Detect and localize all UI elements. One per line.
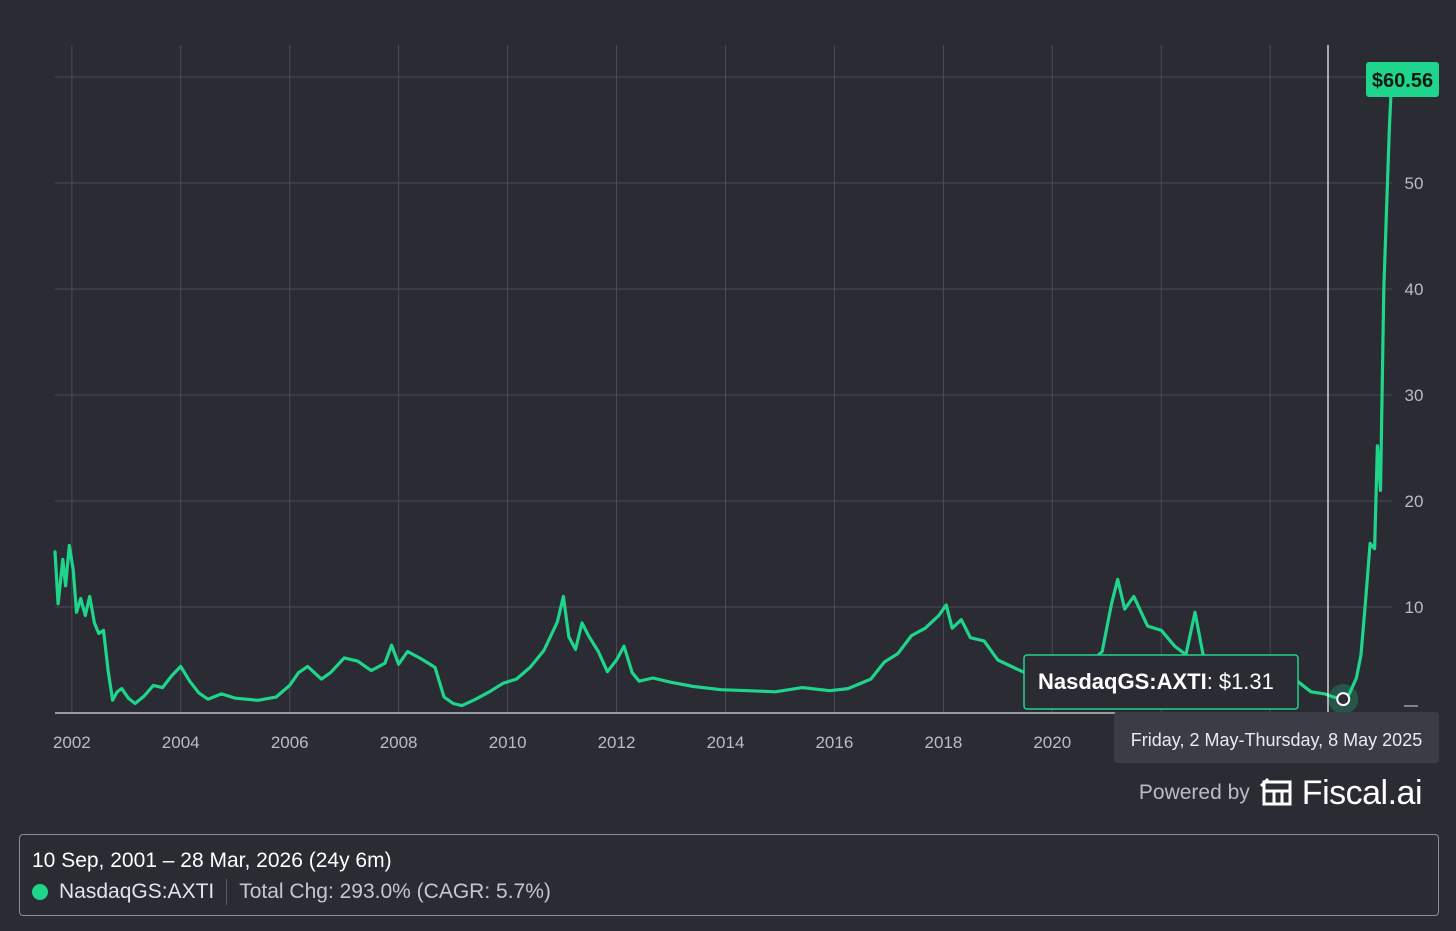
total-change: Total Chg: 293.0% (CAGR: 5.7%) xyxy=(239,880,551,903)
date-range: 10 Sep, 2001 – 28 Mar, 2026 (24y 6m) xyxy=(32,849,392,872)
chart-summary-panel: 10 Sep, 2001 – 28 Mar, 2026 (24y 6m) Nas… xyxy=(19,834,1439,916)
y-tick-label: 30 xyxy=(1405,386,1424,405)
y-tick-label: 40 xyxy=(1405,280,1424,299)
summary-divider xyxy=(226,879,228,905)
tooltip-text: NasdaqGS:AXTI: $1.31 xyxy=(1038,669,1274,694)
powered-by-text: Powered by xyxy=(1138,781,1250,804)
tooltip-separator: : xyxy=(1207,669,1213,694)
x-tick-label: 2006 xyxy=(271,733,309,752)
x-tick-label: 2008 xyxy=(380,733,418,752)
y-tick-label: 20 xyxy=(1405,492,1424,511)
fiscal-logo[interactable]: Fiscal.ai xyxy=(1259,773,1423,813)
last-value-badge xyxy=(1366,62,1439,97)
price-chart[interactable]: 2002 2004 2006 2008 2010 2012 2014 2016 2018 2020… xyxy=(0,0,1456,820)
date-tooltip-text: Friday, 2 May-Thursday, 8 May 2025 xyxy=(1131,730,1422,750)
fiscal-logo-text: Fiscal.ai xyxy=(1301,773,1423,812)
series-name[interactable]: NasdaqGS:AXTI xyxy=(59,880,215,903)
x-tick-label: 2016 xyxy=(815,733,853,752)
x-tick-label: 2020 xyxy=(1033,733,1071,752)
last-value-label: $60.56 xyxy=(1372,70,1433,92)
y-tick-label: 10 xyxy=(1405,598,1424,617)
fiscal-logo-icon xyxy=(1259,778,1292,806)
x-tick-label: 2004 xyxy=(162,733,200,752)
series-color-dot xyxy=(32,884,48,900)
tooltip-symbol: NasdaqGS:AXTI xyxy=(1038,669,1207,694)
x-tick-label: 2010 xyxy=(489,733,527,752)
date-tooltip xyxy=(1114,712,1439,763)
series-line[interactable] xyxy=(53,69,1394,708)
x-tick-label: 2018 xyxy=(924,733,962,752)
y-tick-label: 50 xyxy=(1405,174,1424,193)
series-summary-row: NasdaqGS:AXTI Total Chg: 293.0% (CAGR: 5… xyxy=(32,879,1426,905)
x-tick-label: 2002 xyxy=(53,733,91,752)
x-tick-label: 2014 xyxy=(707,733,745,752)
chart-svg[interactable]: 2002 2004 2006 2008 2010 2012 2014 2016 2018 2020… xyxy=(0,0,1456,820)
value-tooltip xyxy=(1023,654,1299,710)
tooltip-value: $1.31 xyxy=(1219,669,1274,694)
x-tick-label: 2012 xyxy=(598,733,636,752)
powered-by-branding: Powered by Fiscal.ai xyxy=(1138,768,1423,818)
hover-marker[interactable] xyxy=(1336,692,1351,707)
